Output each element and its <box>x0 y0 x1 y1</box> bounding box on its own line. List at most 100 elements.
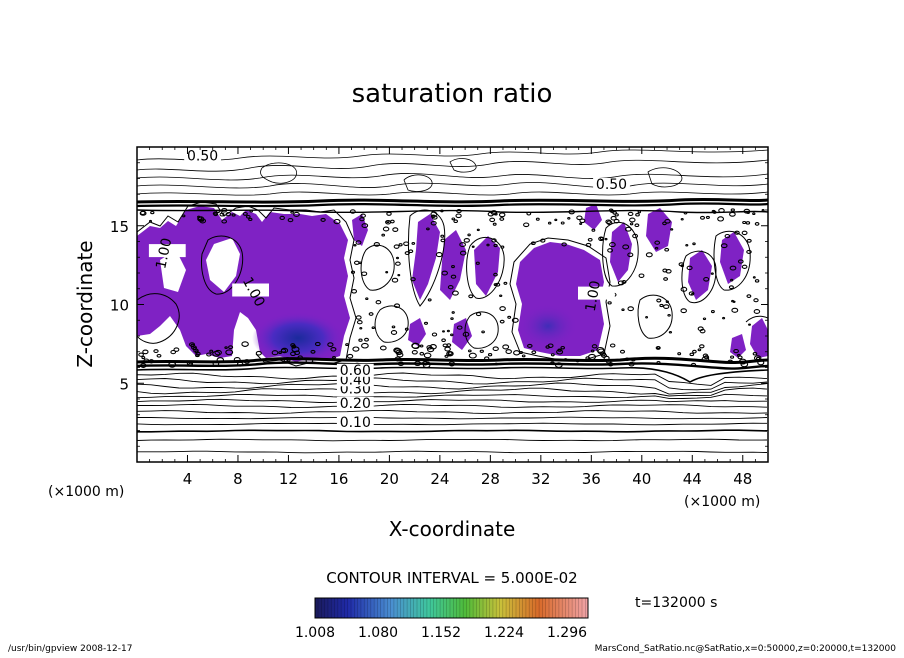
speckle-contour <box>741 264 748 269</box>
speckle-contour <box>395 349 403 356</box>
speckle-contour <box>291 346 300 353</box>
speckle-contour <box>352 346 360 352</box>
speckle-contour <box>718 208 725 213</box>
speckle-contour <box>507 315 512 319</box>
speckle-contour <box>453 219 459 224</box>
speckle-contour <box>214 349 222 356</box>
contour-label-mask <box>336 415 374 429</box>
speckle-contour <box>350 270 356 274</box>
speckle-contour <box>397 273 401 277</box>
fill-region-scatter-i <box>750 318 768 358</box>
speckle-contour <box>245 214 251 219</box>
speckle-contour <box>607 301 612 305</box>
speckle-contour <box>170 349 177 355</box>
speckle-contour <box>450 274 457 279</box>
speckle-contour <box>521 354 526 358</box>
speckle-contour <box>560 345 565 350</box>
speckle-contour <box>346 353 354 359</box>
contour-label: 0.20 <box>340 396 371 412</box>
speckle-contour <box>598 236 605 242</box>
speckle-contour <box>638 273 645 278</box>
speckle-contour <box>752 352 758 356</box>
speckle-contour <box>513 350 521 356</box>
speckle-contour <box>748 323 751 326</box>
speckle-contour <box>729 211 736 217</box>
speckle-contour <box>610 215 617 221</box>
fill-region-scatter-e <box>610 222 632 282</box>
speckle-contour <box>731 307 739 313</box>
speckle-contour <box>703 276 710 282</box>
colorbar-tick-label: 1.152 <box>421 625 461 641</box>
speckle-contour <box>481 330 485 334</box>
speckle-contour <box>664 218 671 224</box>
speckle-contour <box>612 211 617 215</box>
upper-contour-line <box>137 149 768 161</box>
speckle-contour <box>456 209 462 214</box>
speckle-contour <box>761 208 765 212</box>
colorbar-tick-label: 1.224 <box>484 625 524 641</box>
contour-label-mask <box>578 286 615 300</box>
speckle-contour <box>654 246 659 250</box>
x-axis-label: X-coordinate <box>389 517 516 541</box>
contour-interval-label: CONTOUR INTERVAL = 5.000E-02 <box>326 569 577 587</box>
speckle-contour <box>355 315 362 320</box>
x-tick-label: 36 <box>582 470 601 488</box>
contour-label: 0.50 <box>187 149 218 165</box>
x-tick-label: 8 <box>233 470 243 488</box>
speckle-contour <box>670 228 674 231</box>
speckle-contour <box>754 222 760 226</box>
speckle-contour <box>441 270 448 276</box>
speckle-contour <box>600 353 608 358</box>
speckle-contour <box>627 211 634 217</box>
speckle-contour <box>493 272 498 277</box>
speckle-contour <box>447 285 454 290</box>
speckle-contour <box>665 300 669 304</box>
speckle-contour <box>361 271 368 276</box>
speckle-contour <box>746 249 752 254</box>
speckle-contour <box>248 217 253 222</box>
plot-area: 0.500.500.100.200.300.400.601.001.00 1.00 <box>137 149 768 454</box>
speckle-contour <box>697 348 702 352</box>
speckle-contour <box>680 308 687 314</box>
speckle-contour <box>492 222 497 226</box>
speckle-contour <box>491 238 497 243</box>
speckle-contour <box>629 222 634 226</box>
speckle-contour <box>287 217 294 223</box>
x-tick-label: 48 <box>733 470 752 488</box>
speckle-contour <box>540 238 546 243</box>
speckle-contour <box>724 233 731 239</box>
interior-contour-line <box>745 315 768 323</box>
speckle-contour <box>511 317 519 323</box>
speckle-contour <box>498 212 506 218</box>
speckle-contour <box>746 211 750 214</box>
speckle-contour <box>683 211 688 215</box>
speckle-contour <box>729 265 737 271</box>
speckle-contour <box>242 211 248 216</box>
speckle-contour <box>404 327 409 331</box>
speckle-contour <box>368 312 374 316</box>
speckle-contour <box>290 210 294 214</box>
speckle-contour <box>431 332 438 337</box>
speckle-contour <box>499 319 505 324</box>
upper-contour-loop <box>647 167 683 188</box>
fill-region-scatter-l <box>452 318 472 350</box>
speckle-contour <box>451 265 455 269</box>
speckle-contour <box>606 220 613 225</box>
speckle-contour <box>386 220 390 224</box>
speckle-contour <box>732 300 736 303</box>
upper-contour-line <box>137 173 768 181</box>
speckle-contour <box>699 215 706 220</box>
speckle-contour <box>489 217 496 223</box>
speckle-contour <box>349 209 356 214</box>
lower-band-line <box>137 366 768 383</box>
speckle-contour <box>722 316 726 320</box>
speckle-contour <box>699 344 705 349</box>
speckle-contour <box>423 352 432 359</box>
speckle-contour <box>637 210 642 214</box>
speckle-contour <box>221 219 228 224</box>
speckle-contour <box>499 217 505 221</box>
speckle-contour <box>677 352 682 356</box>
source-footer: MarsCond_SatRatio.nc@SatRatio,x=0:50000,… <box>595 644 897 654</box>
contour-label-mask <box>593 178 630 191</box>
y-axis-label: Z-coordinate <box>73 240 97 367</box>
